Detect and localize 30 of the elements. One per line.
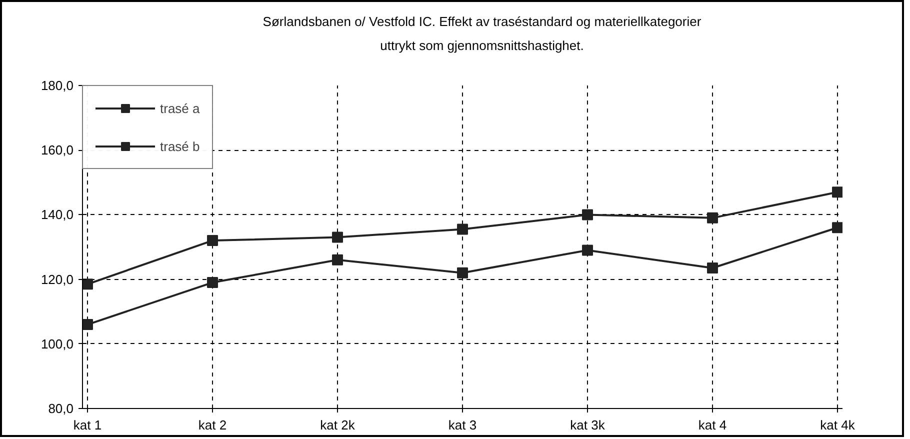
x-tick-label: kat 2k [320, 418, 356, 432]
point [457, 224, 468, 235]
x-tick-label: kat 2 [198, 418, 227, 432]
point [582, 244, 593, 256]
point [832, 186, 842, 198]
y-tick-label: 80,0 [48, 401, 74, 416]
y-tick-label: 120,0 [40, 272, 74, 287]
x-tick-label: kat 4 [698, 418, 727, 432]
x-tick-label: kat 3k [570, 418, 606, 432]
point [82, 278, 93, 290]
x-tick-label: kat 1 [73, 418, 102, 432]
point [457, 267, 468, 278]
y-tick-label: 160,0 [40, 142, 74, 158]
point [332, 254, 343, 266]
legend-label: trasé a [160, 100, 200, 116]
point [82, 319, 93, 330]
legend-label: trasé b [160, 138, 200, 154]
y-tick-label: 140,0 [40, 207, 74, 222]
y-tick-label: 180,0 [40, 78, 74, 93]
point [332, 232, 343, 243]
point [582, 209, 593, 220]
y-tick-label: 100,0 [40, 336, 74, 352]
x-tick-label: kat 4k [820, 418, 856, 432]
point [207, 277, 218, 288]
point [207, 235, 218, 246]
point [707, 212, 718, 224]
point [707, 262, 718, 274]
x-tick-label: kat 3 [448, 418, 477, 432]
point [832, 222, 842, 234]
chart-title: Sørlandsbanen o/ Vestfold IC. Effekt av traséstandard og materiellkategorier uttrykt som gjennomsnittshastighet. [262, 13, 702, 55]
